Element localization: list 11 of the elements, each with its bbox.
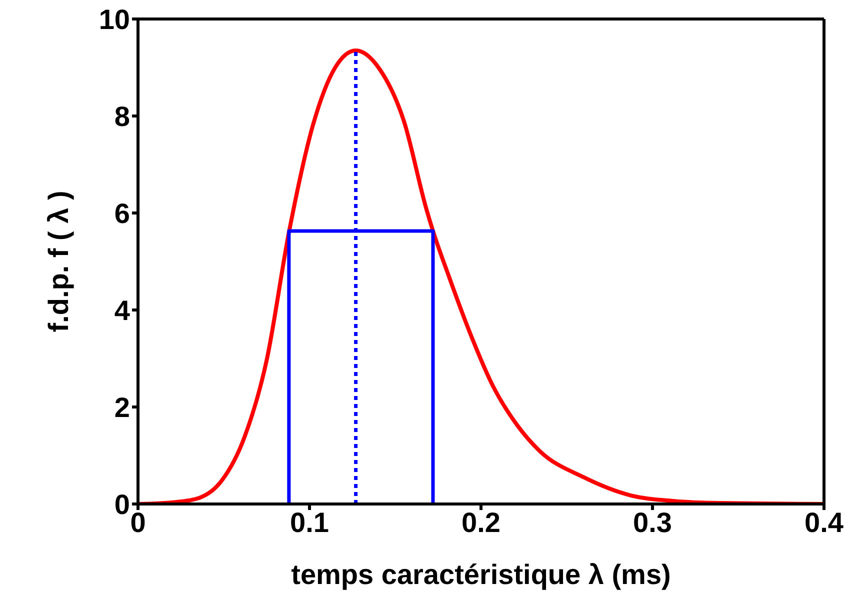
x-tick-label: 0.1: [290, 506, 329, 538]
x-axis-title: temps caractéristique λ (ms): [291, 558, 671, 590]
x-tick-label: 0.2: [462, 506, 500, 538]
y-tick-label: 2: [114, 392, 130, 423]
y-tick-label: 6: [114, 198, 130, 229]
y-tick-label: 10: [98, 4, 130, 35]
y-axis-title: f.d.p. f ( λ ): [42, 190, 74, 332]
x-tick-label: 0.3: [633, 506, 672, 538]
y-tick-label: 8: [114, 100, 130, 132]
y-tick-label: 4: [114, 294, 130, 326]
x-tick-label: 0.4: [804, 506, 844, 538]
